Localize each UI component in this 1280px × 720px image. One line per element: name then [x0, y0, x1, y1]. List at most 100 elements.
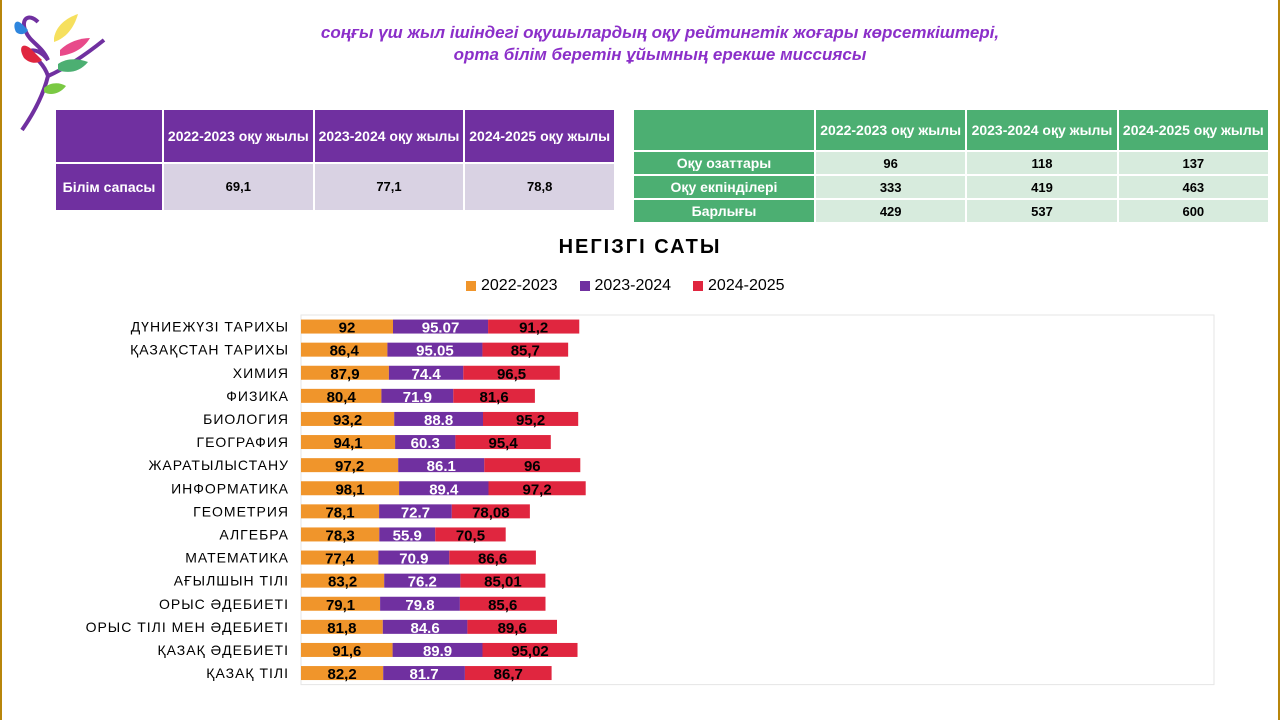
students-value: 333	[813, 174, 968, 200]
category-label: БИОЛОГИЯ	[203, 411, 289, 427]
quality-value: 69,1	[162, 162, 315, 212]
bar-segment-2024-2025	[482, 642, 578, 657]
bar-segment-2022-2023	[301, 342, 388, 357]
category-label: ҚАЗАҚСТАН ТАРИХЫ	[130, 342, 289, 358]
bar-segment-2023-2024	[393, 319, 489, 334]
category-label: МАТЕМАТИКА	[185, 550, 289, 566]
data-label: 86,4	[330, 343, 360, 360]
data-label: 95.07	[422, 320, 460, 337]
bar-segment-2024-2025	[488, 481, 586, 496]
bar-segment-2022-2023	[301, 573, 385, 588]
bar-segment-2022-2023	[301, 458, 399, 473]
data-label: 89,6	[498, 620, 527, 637]
data-label: 96,5	[497, 366, 526, 383]
legend-swatch-2024	[693, 281, 704, 291]
data-label: 81,6	[479, 389, 508, 406]
data-label: 77,4	[325, 551, 355, 568]
students-value: 429	[813, 198, 968, 224]
category-label: ИНФОРМАТИКА	[171, 480, 289, 496]
students-value: 463	[1116, 174, 1271, 200]
legend-item-2023: 2023-2024	[579, 277, 671, 295]
bird-logo-icon	[14, 14, 106, 132]
bar-segment-2022-2023	[301, 365, 389, 380]
data-label: 83,2	[328, 574, 357, 591]
page-title-line2: орта білім беретін ұйымның ерекше миссия…	[453, 45, 867, 64]
data-label: 96	[524, 458, 541, 475]
quality-table-header: 2023-2024 оқу жылы	[312, 108, 466, 164]
data-label: 55.9	[393, 527, 422, 544]
students-value: 137	[1116, 150, 1271, 176]
bar-segment-2024-2025	[463, 365, 560, 380]
bar-segment-2022-2023	[301, 527, 380, 542]
data-label: 70,5	[456, 527, 485, 544]
bar-segment-2024-2025	[455, 435, 551, 450]
bar-segment-2023-2024	[378, 550, 450, 565]
bar-segment-2023-2024	[379, 504, 452, 519]
category-label: ОРЫС ӘДЕБИЕТІ	[159, 596, 289, 612]
frame-right-border	[1278, 0, 1280, 720]
legend-label: 2022-2023	[481, 277, 558, 294]
bar-segment-2023-2024	[398, 458, 485, 473]
data-label: 70.9	[399, 551, 428, 568]
data-label: 78,08	[472, 504, 510, 521]
bar-segment-2022-2023	[301, 550, 379, 565]
bar-segment-2023-2024	[395, 435, 456, 450]
students-row-label: Оқу озаттары	[632, 150, 816, 176]
chart-title: НЕГІЗГІ САТЫ	[558, 236, 722, 258]
data-label: 60.3	[411, 435, 440, 452]
quality-table-header-row: 2022-2023 оқу жылы 2023-2024 оқу жылы 20…	[54, 108, 616, 164]
students-table-header: 2024-2025 оқу жылы	[1116, 108, 1271, 152]
legend-swatch-2022	[466, 281, 476, 291]
bar-segment-2024-2025	[453, 388, 535, 403]
bar-segment-2023-2024	[399, 481, 489, 496]
category-label: ҚАЗАҚ ТІЛІ	[206, 665, 289, 681]
data-label: 81,8	[327, 620, 356, 637]
bar-segment-2023-2024	[387, 342, 483, 357]
category-label: ЖАРАТЫЛЫСТАНУ	[148, 457, 289, 473]
students-table: 2022-2023 оқу жылы 2023-2024 оқу жылы 20…	[632, 108, 1271, 224]
page-title: соңғы үш жыл ішіндегі оқушылардың оқу ре…	[240, 22, 1080, 66]
data-label: 91,2	[519, 320, 548, 337]
students-value: 96	[813, 150, 968, 176]
plot-area	[300, 314, 1215, 686]
bar-segment-2023-2024	[383, 666, 465, 681]
data-label: 84.6	[410, 620, 439, 637]
students-table-corner	[632, 108, 816, 152]
quality-table-row: Білім сапасы 69,1 77,1 78,8	[54, 162, 616, 212]
category-label: АҒЫЛШЫН ТІЛІ	[174, 573, 289, 589]
data-label: 81.7	[409, 666, 438, 683]
students-value: 537	[965, 198, 1119, 224]
data-label: 86.1	[427, 458, 456, 475]
legend-swatch-2023	[579, 281, 590, 291]
data-label: 88.8	[424, 412, 453, 429]
bar-segment-2022-2023	[301, 596, 381, 611]
data-label: 85,6	[488, 597, 517, 614]
data-label: 95,4	[488, 435, 518, 452]
data-label: 92	[339, 320, 356, 337]
students-value: 600	[1116, 198, 1271, 224]
quality-table-corner	[54, 108, 164, 164]
bar-segment-2024-2025	[482, 342, 569, 357]
data-label: 89.4	[429, 481, 459, 498]
bar-segment-2024-2025	[451, 504, 530, 519]
bar-segment-2022-2023	[301, 619, 383, 634]
bar-segment-2022-2023	[301, 504, 380, 519]
bar-segment-2024-2025	[459, 596, 546, 611]
quality-value: 77,1	[312, 162, 466, 212]
data-label: 78,1	[325, 504, 354, 521]
category-label: ҚАЗАҚ ӘДЕБИЕТІ	[157, 642, 289, 658]
bar-segment-2024-2025	[435, 527, 506, 542]
legend-item-2022: 2022-2023	[466, 277, 558, 295]
students-table-row: Оқу екпінділері 333 419 463	[632, 174, 1271, 200]
bar-segment-2022-2023	[301, 642, 393, 657]
quality-table-header: 2022-2023 оқу жылы	[162, 108, 315, 164]
data-label: 94,1	[333, 435, 362, 452]
bar-segment-2022-2023	[301, 319, 393, 334]
students-table-header: 2022-2023 оқу жылы	[813, 108, 968, 152]
students-table-header-row: 2022-2023 оқу жылы 2023-2024 оқу жылы 20…	[632, 108, 1271, 152]
data-label: 87,9	[330, 366, 359, 383]
data-label: 85,01	[484, 574, 522, 591]
students-value: 118	[965, 150, 1119, 176]
bar-segment-2022-2023	[301, 666, 384, 681]
bar-segment-2023-2024	[380, 596, 460, 611]
